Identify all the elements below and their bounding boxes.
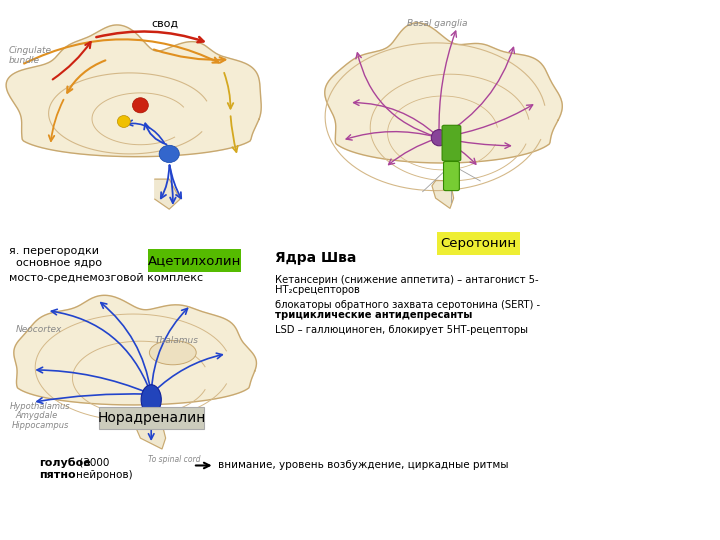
FancyBboxPatch shape: [148, 249, 241, 272]
Text: Basal ganglia: Basal ganglia: [407, 19, 467, 28]
Polygon shape: [325, 23, 562, 163]
Text: НТ₂срецепторов: НТ₂срецепторов: [275, 285, 360, 295]
Text: мосто-среднемозговой комплекс: мосто-среднемозговой комплекс: [9, 273, 203, 283]
Text: блокаторы обратного захвата серотонина (SERT) -: блокаторы обратного захвата серотонина (…: [275, 300, 540, 310]
Text: голубое
пятно: голубое пятно: [40, 458, 91, 480]
FancyBboxPatch shape: [442, 125, 461, 161]
Text: Hypothalamus: Hypothalamus: [10, 402, 71, 411]
Text: To spinal cord: To spinal cord: [148, 455, 200, 464]
FancyBboxPatch shape: [437, 232, 520, 255]
Text: я. перегородки: я. перегородки: [9, 246, 99, 256]
Text: Серотонин: Серотонин: [441, 237, 516, 250]
Text: Amygdale: Amygdale: [16, 411, 58, 421]
Text: внимание, уровень возбуждение, циркадные ритмы: внимание, уровень возбуждение, циркадные…: [218, 461, 508, 470]
Ellipse shape: [117, 116, 130, 127]
Polygon shape: [137, 424, 166, 449]
Ellipse shape: [141, 384, 161, 415]
Polygon shape: [155, 179, 180, 209]
Text: свод: свод: [151, 19, 179, 29]
Text: Норадреналин: Норадреналин: [97, 411, 206, 425]
Text: Cingulate
bundle: Cingulate bundle: [9, 46, 52, 65]
Text: Ацетилхолин: Ацетилхолин: [148, 254, 241, 267]
Text: (3000
нейронов): (3000 нейронов): [76, 458, 132, 480]
Text: Ядра Шва: Ядра Шва: [275, 251, 356, 265]
Text: Neocortex: Neocortex: [16, 325, 62, 334]
Text: основное ядро: основное ядро: [9, 258, 102, 268]
Text: трициклические антидепресанты: трициклические антидепресанты: [275, 310, 472, 320]
Ellipse shape: [431, 130, 447, 146]
Ellipse shape: [132, 98, 148, 113]
Polygon shape: [432, 180, 454, 208]
FancyBboxPatch shape: [444, 161, 459, 191]
Polygon shape: [14, 295, 256, 405]
Polygon shape: [6, 25, 261, 157]
Text: Кетансерин (снижение аппетита) – антагонист 5-: Кетансерин (снижение аппетита) – антагон…: [275, 275, 539, 286]
Ellipse shape: [159, 145, 179, 163]
Text: Thalamus: Thalamus: [155, 336, 199, 345]
Text: LSD – галлюциноген, блокирует 5НТ-рецепторы: LSD – галлюциноген, блокирует 5НТ-рецепт…: [275, 325, 528, 335]
Text: Hippocampus: Hippocampus: [12, 421, 69, 430]
Ellipse shape: [150, 341, 196, 365]
FancyBboxPatch shape: [99, 407, 204, 429]
